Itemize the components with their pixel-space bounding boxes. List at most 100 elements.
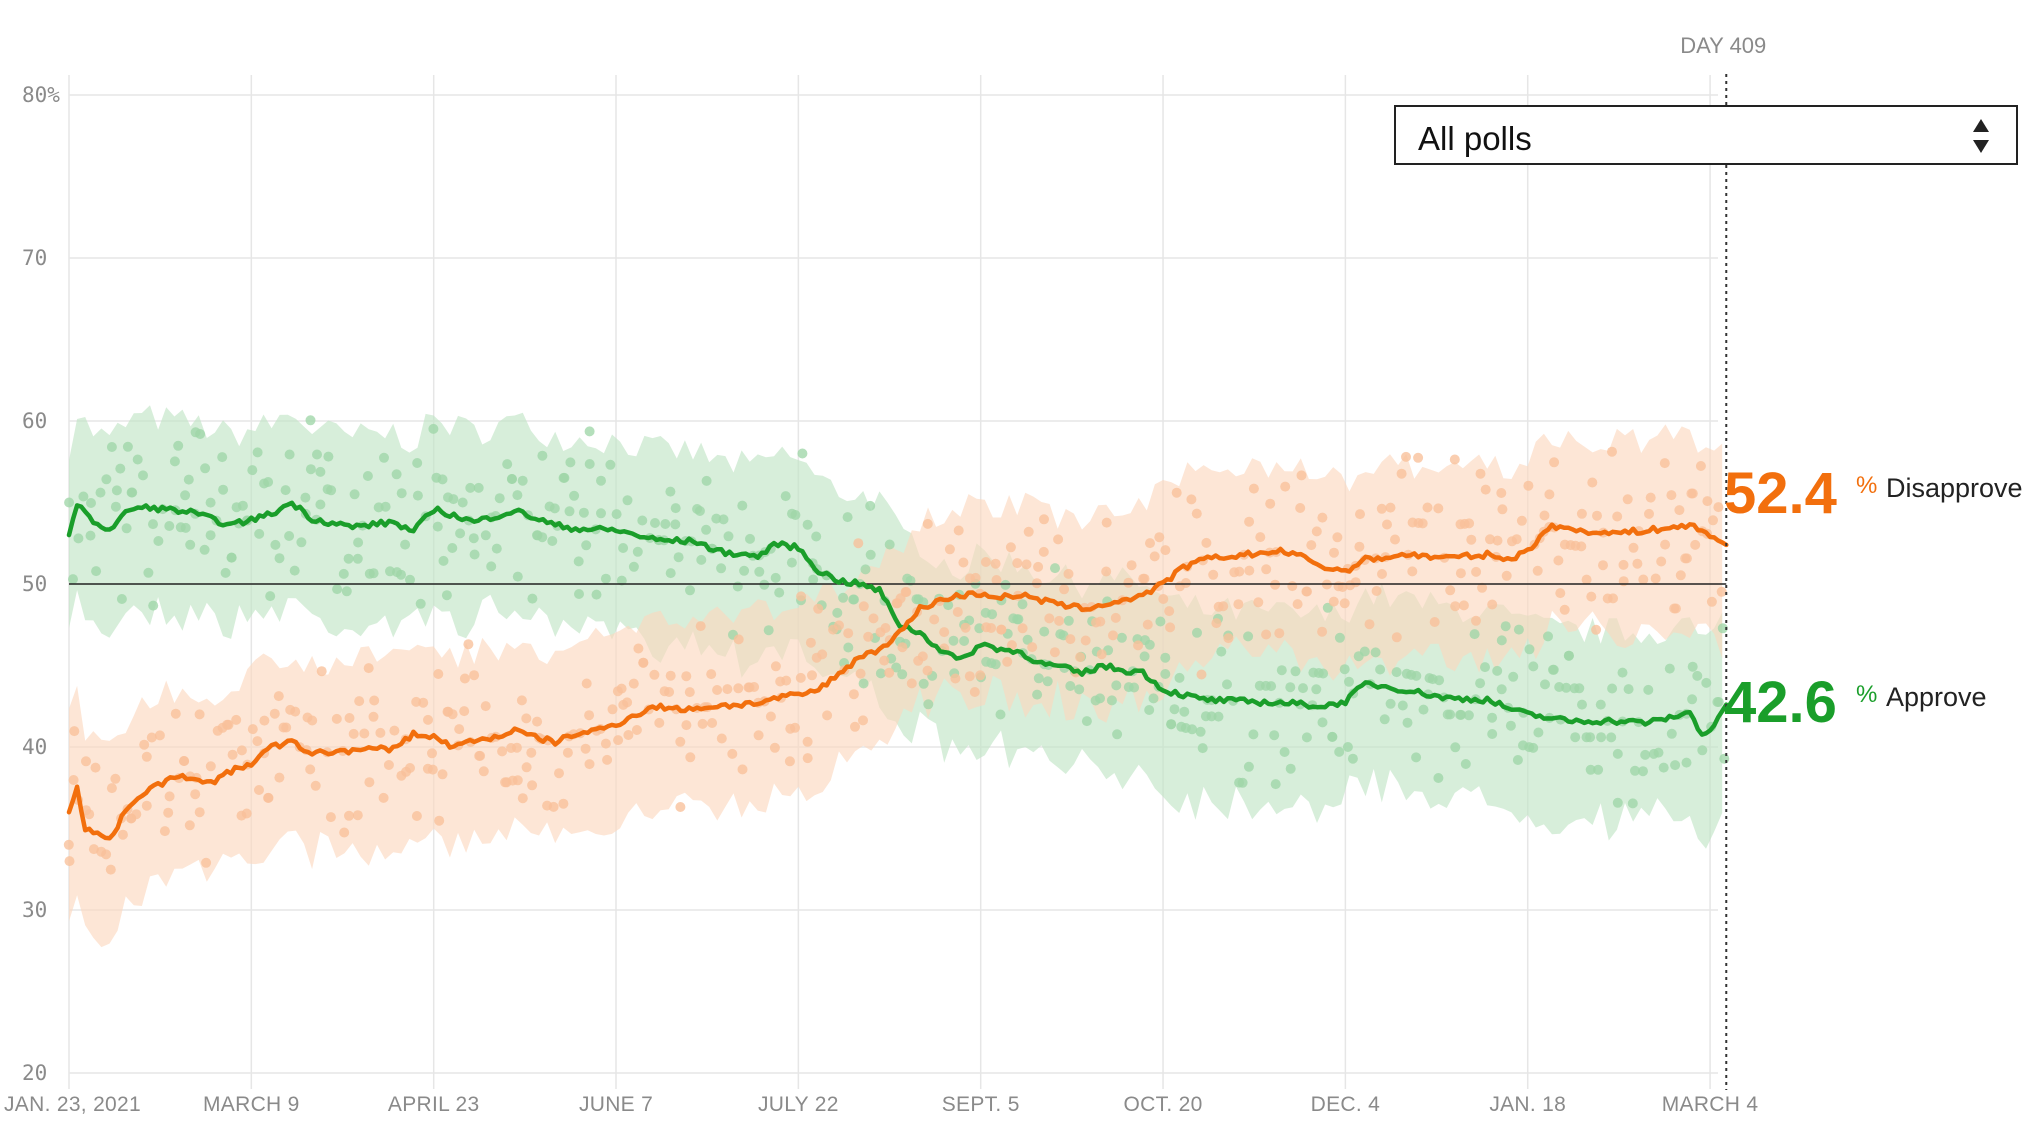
disapprove-poll-dot: [917, 651, 928, 662]
trend-lines: [66, 500, 1729, 841]
disapprove-poll-dot: [1645, 492, 1656, 503]
disapprove-poll-dot: [970, 572, 981, 583]
disapprove-poll-dot: [1280, 481, 1291, 492]
disapprove-poll-dot: [953, 525, 964, 536]
disapprove-poll-dot: [1017, 623, 1028, 634]
approve-poll-dot: [441, 590, 452, 601]
disapprove-poll-dot: [146, 732, 157, 743]
disapprove-poll-dot: [1101, 566, 1112, 577]
approve-poll-dot: [786, 557, 797, 568]
approve-poll-dot: [616, 575, 627, 586]
disapprove-poll-dot: [139, 739, 150, 750]
approve-poll-dot: [473, 482, 484, 493]
approve-poll-dot: [1434, 675, 1445, 686]
disapprove-poll-dot: [675, 736, 686, 747]
disapprove-poll-dot: [1466, 534, 1477, 545]
disapprove-poll-dot: [1287, 581, 1298, 592]
disapprove-poll-dot: [1464, 518, 1475, 529]
disapprove-poll-dot: [1475, 468, 1486, 479]
disapprove-poll-dot: [1622, 494, 1633, 505]
disapprove-poll-dot: [884, 667, 895, 678]
approve-poll-dot: [1285, 682, 1296, 693]
disapprove-poll-dot: [822, 710, 833, 721]
approve-poll-dot: [95, 487, 106, 498]
disapprove-poll-dot: [633, 643, 644, 654]
disapprove-poll-dot: [110, 773, 121, 784]
approve-poll-dot: [447, 543, 458, 553]
disapprove-poll-dot: [63, 839, 74, 850]
approve-poll-dot: [1623, 684, 1634, 695]
approve-poll-dot: [101, 474, 112, 485]
poll-filter-select[interactable]: All polls: [1394, 105, 2018, 165]
approve-poll-dot: [512, 571, 523, 582]
approve-poll-dot: [432, 521, 443, 532]
disapprove-poll-dot: [1598, 560, 1608, 571]
disapprove-poll-dot: [1023, 526, 1034, 537]
disapprove-poll-dot: [1006, 640, 1017, 651]
disapprove-poll-dot: [1317, 626, 1328, 637]
approve-poll-dot: [1311, 684, 1322, 695]
disapprove-poll-dot: [695, 621, 706, 632]
approve-poll-dot: [265, 591, 276, 602]
disapprove-poll-dot: [475, 750, 486, 761]
approve-poll-dot: [200, 463, 211, 474]
disapprove-poll-dot: [1021, 559, 1032, 570]
disapprove-poll-dot: [853, 538, 864, 549]
approve-poll-dot: [1174, 672, 1185, 683]
disapprove-poll-dot: [1154, 532, 1165, 543]
disapprove-poll-dot: [554, 768, 564, 779]
approve-poll-dot: [1719, 753, 1730, 764]
disapprove-poll-dot: [106, 783, 117, 794]
approve-poll-dot: [547, 536, 558, 546]
disapprove-poll-dot: [628, 678, 639, 689]
disapprove-poll-dot: [769, 742, 780, 753]
disapprove-poll-dot: [344, 810, 354, 821]
approve-poll-dot: [78, 491, 89, 502]
approve-poll-dot: [274, 553, 285, 564]
approve-poll-dot: [739, 565, 750, 576]
disapprove-poll-dot: [1123, 577, 1134, 588]
disapprove-poll-dot: [164, 791, 175, 802]
disapprove-poll-dot: [231, 714, 242, 725]
disapprove-poll-dot: [1407, 566, 1418, 577]
disapprove-poll-dot: [227, 749, 238, 760]
approve-poll-dot: [349, 489, 360, 500]
approve-poll-dot: [254, 528, 265, 539]
disapprove-poll-dot: [1429, 617, 1440, 627]
approve-poll-dot: [305, 415, 316, 426]
disapprove-poll-dot: [1591, 624, 1602, 635]
disapprove-poll-dot: [84, 809, 95, 820]
approve-poll-dot: [948, 635, 959, 646]
disapprove-uncertainty-band: [69, 424, 1723, 948]
disapprove-poll-dot: [802, 753, 813, 764]
approve-poll-dot: [1022, 634, 1033, 645]
disapprove-poll-dot: [1670, 603, 1681, 614]
approve-poll-dot: [897, 669, 908, 680]
approve-poll-dot: [1469, 629, 1480, 640]
disapprove-poll-dot: [1422, 502, 1433, 513]
approve-poll-dot: [428, 423, 439, 434]
approve-poll-dot: [1039, 626, 1050, 637]
disapprove-poll-dot: [1706, 596, 1717, 607]
x-tick-label: JUNE 7: [579, 1093, 653, 1116]
approve-poll-dot: [1596, 732, 1607, 743]
approve-poll-dot: [1065, 681, 1076, 691]
approve-poll-dot: [790, 510, 801, 520]
poll-dots: [63, 415, 1730, 875]
approve-poll-dot: [116, 594, 127, 604]
approve-poll-dot: [1032, 689, 1043, 700]
disapprove-poll-dot: [906, 678, 917, 689]
approve-poll-dot: [1342, 742, 1353, 752]
disapprove-poll-dot: [1511, 534, 1522, 545]
approve-poll-dot: [665, 486, 676, 497]
disapprove-poll-dot: [369, 695, 380, 706]
approve-poll-dot: [1111, 680, 1122, 691]
approve-poll-dot: [502, 459, 513, 470]
disapprove-poll-dot: [1145, 538, 1155, 549]
approve-poll-dot: [1334, 746, 1345, 757]
disapprove-poll-dot: [813, 603, 824, 614]
disapprove-poll-dot: [163, 807, 174, 818]
approve-poll-dot: [1701, 677, 1712, 688]
approve-poll-dot: [353, 537, 364, 548]
y-tick-label: 60: [22, 409, 47, 433]
